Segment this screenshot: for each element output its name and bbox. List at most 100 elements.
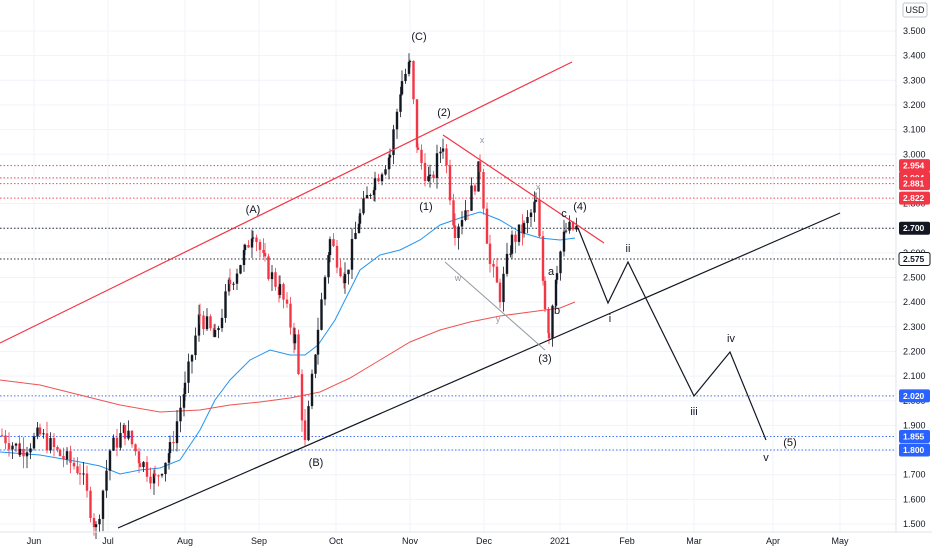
- wave-label[interactable]: v: [763, 452, 769, 464]
- candle: [130, 430, 134, 448]
- wave-label[interactable]: b: [554, 305, 560, 317]
- svg-text:2.020: 2.020: [903, 391, 925, 401]
- wave-label[interactable]: (B): [309, 457, 324, 469]
- wave-label[interactable]: ii: [626, 243, 631, 255]
- price-level-badge[interactable]: 2.954: [899, 159, 930, 173]
- upper-channel-line[interactable]: [0, 61, 573, 344]
- wave-label[interactable]: x: [536, 182, 541, 192]
- candle: [25, 446, 29, 469]
- candle: [198, 303, 202, 325]
- candle: [142, 461, 145, 473]
- candle: [473, 183, 477, 196]
- candle: [209, 314, 212, 331]
- price-level-badge[interactable]: 2.822: [899, 191, 930, 205]
- candle: [38, 423, 42, 437]
- projected-wave-path[interactable]: [577, 227, 767, 441]
- time-tick-label: Jul: [102, 536, 114, 546]
- price-tick-label: 3.200: [903, 100, 926, 110]
- candle: [36, 422, 39, 440]
- svg-text:2.575: 2.575: [903, 254, 925, 264]
- wave-label[interactable]: y: [496, 314, 501, 324]
- candle: [297, 329, 300, 376]
- candle: [82, 462, 85, 485]
- descending-resistance-line[interactable]: [442, 134, 605, 244]
- price-level-badge[interactable]: 1.855: [899, 429, 930, 443]
- wave-label[interactable]: (1): [419, 201, 432, 213]
- candle: [42, 428, 45, 439]
- candle: [85, 465, 89, 498]
- price-tick-label: 3.400: [903, 51, 926, 61]
- price-tick-label: 3.500: [903, 26, 926, 36]
- wave-drawings: [0, 61, 841, 529]
- wave-label[interactable]: a: [548, 266, 555, 278]
- time-tick-label: Apr: [766, 536, 780, 546]
- candle: [320, 292, 323, 331]
- candle: [373, 171, 377, 202]
- support-trendline[interactable]: [117, 212, 841, 529]
- currency-badge[interactable]: USD: [902, 2, 928, 18]
- wave-label[interactable]: (5): [783, 437, 796, 449]
- price-level-badge[interactable]: 2.700: [899, 221, 930, 235]
- price-level-badge[interactable]: 1.800: [899, 443, 930, 457]
- candle: [453, 213, 457, 246]
- candle: [407, 53, 411, 77]
- candle: [347, 269, 350, 285]
- candle: [160, 473, 164, 478]
- price-tick-label: 2.200: [903, 346, 926, 356]
- candle: [362, 191, 365, 216]
- wave-label[interactable]: x: [480, 135, 485, 145]
- candle: [228, 268, 232, 292]
- candle: [194, 327, 197, 360]
- candle: [293, 327, 297, 350]
- price-level-badge[interactable]: 2.020: [899, 389, 930, 403]
- wave-label[interactable]: (A): [246, 204, 261, 216]
- candle: [232, 281, 235, 291]
- wave-label[interactable]: (2): [437, 107, 450, 119]
- candle: [460, 211, 464, 235]
- candle: [427, 166, 430, 183]
- wave-label[interactable]: iii: [690, 406, 697, 418]
- candle: [4, 429, 7, 450]
- price-tick-label: 1.900: [903, 420, 926, 430]
- candle: [52, 433, 56, 457]
- candle: [521, 214, 524, 246]
- candle: [172, 430, 175, 452]
- wave-label[interactable]: i: [609, 313, 611, 325]
- wxy-channel-line[interactable]: [444, 261, 546, 351]
- candle: [404, 68, 407, 84]
- candle: [543, 276, 547, 313]
- time-tick-label: Nov: [402, 536, 419, 546]
- wave-label[interactable]: iv: [727, 333, 735, 345]
- wave-label[interactable]: (C): [411, 31, 426, 43]
- candle: [65, 447, 69, 465]
- price-tick-label: 1.700: [903, 470, 926, 480]
- candle: [115, 428, 119, 457]
- candle: [495, 257, 499, 283]
- price-level-badge[interactable]: 2.881: [899, 177, 930, 191]
- time-axis[interactable]: Jun Jul Aug Sep Oct Nov Dec 2021 Feb Mar Apr May: [0, 531, 932, 546]
- candle: [307, 400, 310, 442]
- wave-label[interactable]: (4): [573, 201, 586, 213]
- wave-label[interactable]: (3): [538, 353, 551, 365]
- candle: [127, 420, 130, 441]
- wave-label[interactable]: c: [561, 208, 567, 220]
- candle: [274, 267, 277, 291]
- candle: [564, 222, 568, 234]
- price-level-badge[interactable]: 2.575: [898, 252, 931, 267]
- candle: [11, 442, 14, 459]
- candle: [72, 457, 76, 470]
- candle: [270, 265, 274, 291]
- candle: [108, 449, 112, 481]
- candle: [408, 59, 412, 68]
- price-axis[interactable]: 3.5003.4003.3003.2003.1003.0002.9002.800…: [895, 0, 931, 532]
- candle: [498, 278, 502, 309]
- wave-label[interactable]: w: [454, 273, 462, 283]
- time-tick-label: Dec: [476, 536, 493, 546]
- candle: [303, 408, 307, 446]
- candle: [137, 447, 141, 473]
- svg-text:2.954: 2.954: [903, 161, 925, 171]
- candle: [202, 311, 205, 335]
- candle: [335, 239, 339, 274]
- candle: [69, 445, 72, 474]
